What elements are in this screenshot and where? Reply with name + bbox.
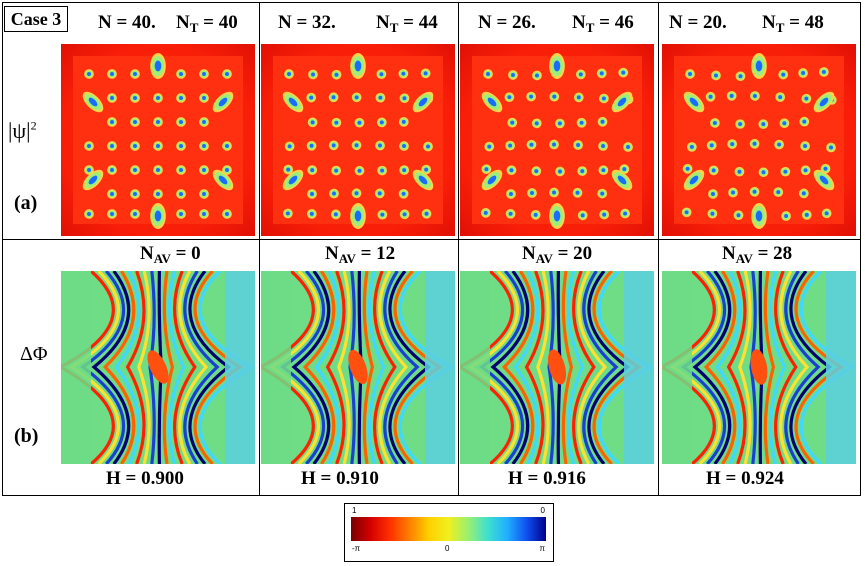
case-label: Case 3 [4,6,68,32]
psi-panel-4 [662,44,856,236]
colorbar-bottom-left: -π [352,544,361,553]
phase-panel-1 [61,271,255,464]
phase-panel-4 [662,271,856,464]
col2-h-label: H = 0.910 [301,468,379,489]
colorbar-top-left: 1 [352,506,357,515]
col2-nt-label: NT = 44 [376,12,438,35]
vortex-pattern-3 [472,53,642,229]
col1-nt-label: NT = 40 [176,12,238,35]
colorbar-bottom-right: π [539,544,545,553]
vortex-pattern-4 [674,53,844,229]
phase-pattern-1 [61,271,255,464]
col3-nt-label: NT = 46 [572,12,634,35]
figure-frame [2,2,861,496]
column-divider [658,3,659,495]
vortex-pattern-2 [273,53,443,229]
psi-panel-2 [261,44,455,236]
col2-nav-label: NAV = 12 [325,243,396,266]
col1-h-label: H = 0.900 [106,468,184,489]
phase-panel-3 [460,271,654,464]
col1-n-label: N = 40. [98,12,156,33]
row-a-label: (a) [14,192,38,214]
column-divider [458,3,459,495]
phase-pattern-3 [460,271,654,464]
col3-nav-label: NAV = 20 [522,243,593,266]
row-b-label: (b) [14,425,39,447]
colorbar-gradient [351,517,546,541]
phi-label: ΔΦ [20,343,48,365]
col4-n-label: N = 20. [669,12,727,33]
psi-panel-1 [61,44,255,236]
phase-panel-2 [261,271,455,464]
psi-label: |ψ|2 [8,118,37,143]
col3-n-label: N = 26. [478,12,536,33]
column-divider [259,3,260,495]
col4-h-label: H = 0.924 [706,468,784,489]
col4-nt-label: NT = 48 [762,12,824,35]
col4-nav-label: NAV = 28 [722,243,793,266]
phase-pattern-4 [662,271,856,464]
row-divider [3,239,860,240]
colorbar-bottom-mid: 0 [445,544,450,553]
col3-h-label: H = 0.916 [508,468,586,489]
colorbar-top-right: 0 [540,506,545,515]
colorbar: 1 0 -π 0 π [344,503,554,562]
col1-nav-label: NAV = 0 [140,243,201,266]
vortex-pattern-1 [73,53,243,229]
psi-panel-3 [460,44,654,236]
col2-n-label: N = 32. [278,12,336,33]
phase-pattern-2 [261,271,455,464]
